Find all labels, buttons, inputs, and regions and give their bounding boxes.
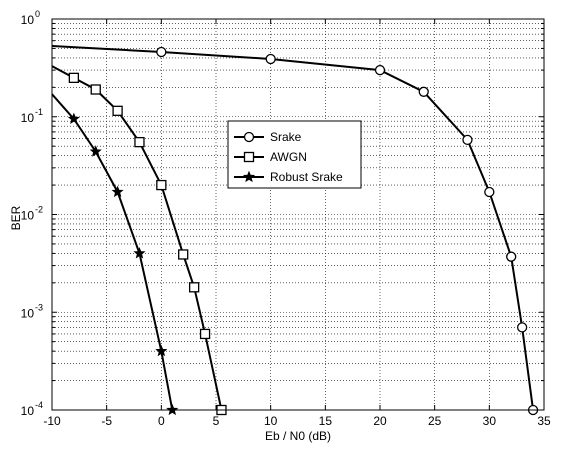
data-point-awgn	[112, 105, 123, 116]
y-tick-base: 10	[21, 13, 35, 27]
y-tick-label: 10 -2	[21, 205, 43, 223]
series-layer	[51, 44, 539, 416]
y-tick-label: 10 0	[21, 9, 40, 27]
data-point-robust-srake	[133, 247, 146, 259]
y-tick-label: 10 -1	[21, 107, 43, 125]
data-point-srake	[418, 86, 429, 97]
y-tick-exponent: 0	[35, 9, 40, 19]
x-tick-label: -5	[101, 414, 112, 428]
x-tick-label: 35	[537, 414, 551, 428]
x-tick-label: 15	[319, 414, 333, 428]
legend-label: Srake	[270, 130, 302, 144]
series-line-srake	[51, 44, 535, 411]
data-point-srake	[265, 53, 276, 65]
x-tick-label: 0	[158, 414, 165, 428]
y-tick-exponent: -4	[35, 400, 43, 410]
series-srake	[51, 44, 539, 416]
data-point-srake	[374, 64, 386, 76]
data-point-srake	[506, 251, 517, 262]
x-tick-label: 10	[264, 414, 278, 428]
x-tick-label: 5	[213, 414, 220, 428]
data-point-awgn	[90, 84, 101, 95]
data-point-srake	[156, 46, 167, 58]
y-tick-label: 10 -4	[21, 400, 43, 418]
tick-marks	[51, 19, 545, 411]
grid	[52, 19, 544, 410]
x-tick-labels: -10 -5 0 5 10 15 20 25 30 35	[43, 414, 551, 428]
data-point-srake	[462, 134, 473, 146]
legend-entry-robust-srake: Robust Srake	[234, 170, 343, 184]
legend-marker-circle	[243, 131, 255, 143]
legend-marker-star	[242, 170, 256, 183]
y-axis-label: BER	[9, 205, 23, 230]
legend-entry-awgn: AWGN	[234, 150, 307, 164]
legend-marker-square	[243, 151, 255, 163]
legend-label: Robust Srake	[270, 170, 343, 184]
data-point-robust-srake	[111, 185, 124, 198]
x-tick-label: 20	[373, 414, 387, 428]
y-tick-label: 10 -3	[21, 302, 43, 320]
data-point-awgn	[199, 328, 211, 340]
y-tick-exponent: -1	[35, 107, 43, 117]
data-point-robust-srake	[155, 344, 168, 357]
data-point-awgn	[134, 136, 145, 148]
data-point-srake	[516, 322, 528, 333]
x-axis-label: Eb / N0 (dB)	[265, 429, 331, 443]
x-tick-label: 30	[483, 414, 497, 428]
data-point-robust-srake	[89, 145, 102, 157]
data-point-awgn	[68, 72, 80, 84]
y-tick-base: 10	[21, 404, 35, 418]
data-point-awgn	[156, 179, 167, 191]
y-tick-exponent: -2	[35, 205, 43, 215]
data-point-awgn	[188, 282, 200, 293]
data-point-srake	[484, 186, 495, 198]
x-tick-label: 25	[428, 414, 442, 428]
y-tick-base: 10	[21, 306, 35, 320]
data-point-robust-srake	[67, 112, 80, 125]
legend: Srake AWGN Robust Srake	[227, 120, 362, 189]
legend-entry-srake: Srake	[234, 130, 302, 144]
data-point-awgn	[178, 249, 189, 260]
series-line-awgn	[51, 65, 223, 411]
x-tick-label: -10	[43, 414, 61, 428]
y-tick-exponent: -3	[35, 302, 43, 312]
y-tick-base: 10	[21, 111, 35, 125]
legend-label: AWGN	[270, 150, 307, 164]
y-tick-base: 10	[21, 209, 35, 223]
